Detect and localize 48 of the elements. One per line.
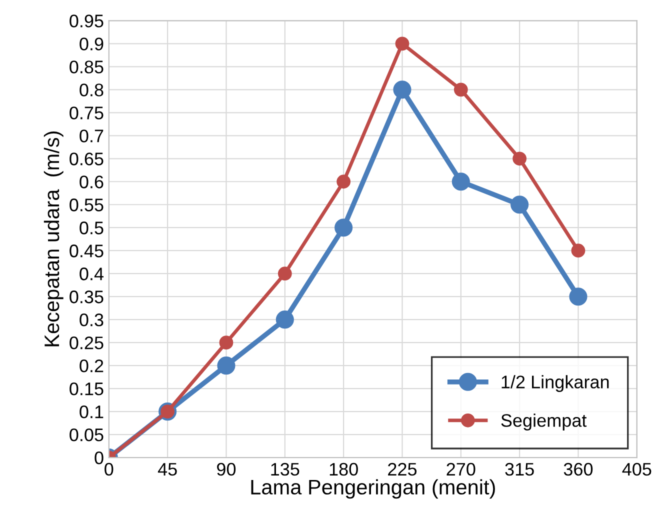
y-tick-label: 0.6 xyxy=(80,176,104,188)
y-tick-label: 0.2 xyxy=(80,360,104,372)
legend-label: Segiempat xyxy=(501,414,587,430)
point xyxy=(569,288,588,306)
point xyxy=(217,356,236,375)
point xyxy=(571,244,586,258)
x-tick-label: 90 xyxy=(217,462,236,476)
x-tick-label: 315 xyxy=(505,462,534,476)
y-tick-label: 0.85 xyxy=(70,60,104,74)
x-axis-title: Lama Pengeringan (menit) xyxy=(251,479,495,499)
point xyxy=(510,196,529,214)
y-tick-label: 0.55 xyxy=(70,198,104,212)
y-tick-label: 0.9 xyxy=(80,38,104,50)
y-tick-label: 0.8 xyxy=(80,84,104,96)
x-tick-label: 180 xyxy=(330,462,358,476)
y-tick-label: 0.4 xyxy=(80,268,104,280)
point xyxy=(219,336,234,350)
y-tick-label: 0.7 xyxy=(80,130,104,142)
x-tick-label: 270 xyxy=(446,462,476,476)
x-tick-label: 360 xyxy=(564,462,593,476)
point xyxy=(454,82,468,97)
y-tick-label: 0.15 xyxy=(70,382,104,396)
legend-label: 1/2 Lingkaran xyxy=(502,375,609,392)
y-tick-label: 0 xyxy=(94,451,104,464)
y-axis-title: Kecepatan udara (m/s) xyxy=(44,132,64,346)
y-tick-label: 0.65 xyxy=(70,152,104,166)
x-tick-label: 135 xyxy=(271,462,300,476)
x-tick-label: 405 xyxy=(622,462,652,476)
y-tick-label: 0.25 xyxy=(70,336,104,350)
y-tick-label: 0.95 xyxy=(70,14,104,28)
point xyxy=(278,266,292,281)
point xyxy=(512,152,527,166)
x-tick-label: 45 xyxy=(158,463,177,476)
x-tick-label: 0 xyxy=(104,462,114,476)
y-tick-label: 0.5 xyxy=(80,222,104,234)
x-tick-label: 225 xyxy=(388,462,417,476)
point xyxy=(395,36,410,51)
y-tick-label: 0.3 xyxy=(80,314,104,326)
y-tick-label: 0.05 xyxy=(70,428,104,442)
point xyxy=(334,218,353,237)
y-tick-label: 0.45 xyxy=(70,244,104,258)
point xyxy=(393,80,412,99)
point xyxy=(336,174,351,189)
point xyxy=(276,310,294,329)
point xyxy=(452,172,470,191)
y-tick-label: 0.35 xyxy=(70,290,104,304)
y-tick-label: 0.1 xyxy=(80,405,104,418)
y-tick-label: 0.75 xyxy=(70,106,104,120)
